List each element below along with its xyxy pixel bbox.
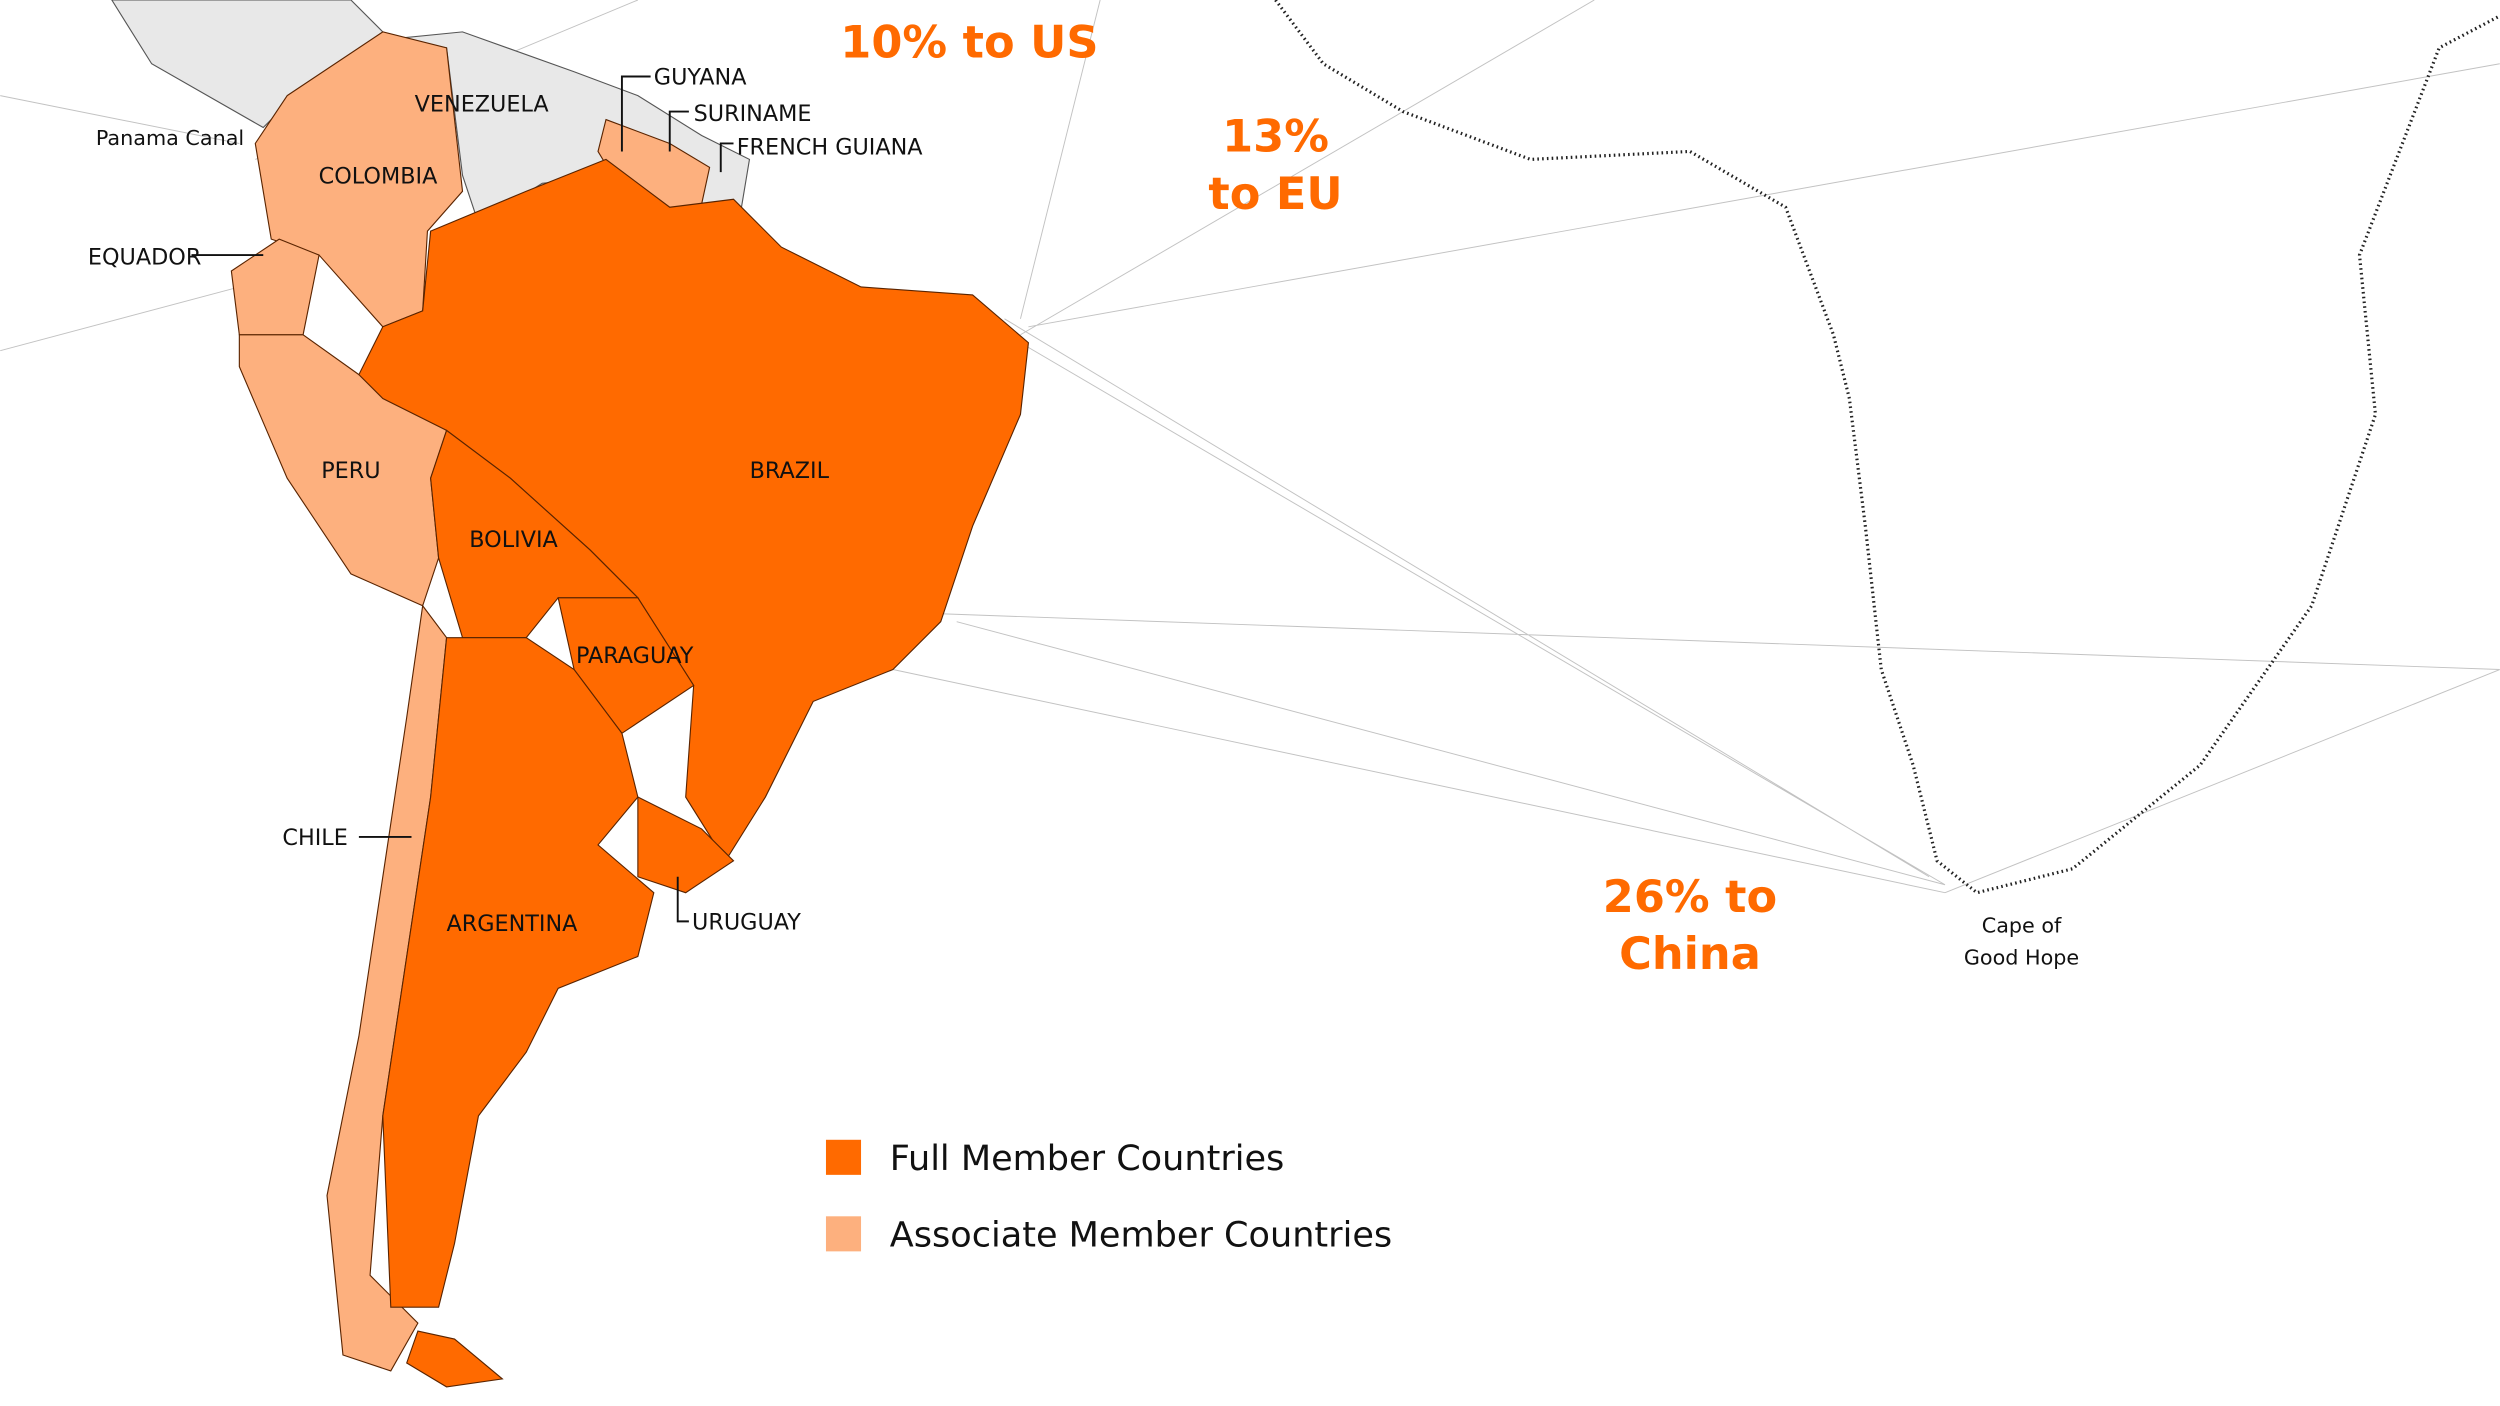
annotation: 13%: [1222, 110, 1329, 162]
country-label: GUYANA: [654, 64, 747, 90]
country-label: BRAZIL: [750, 458, 830, 484]
annotation: China: [1619, 928, 1761, 980]
legend-label: Full Member Countries: [890, 1138, 1285, 1179]
paraguay: [557, 597, 695, 735]
annotation: 10% to US: [840, 16, 1098, 68]
country-label: EQUADOR: [88, 245, 201, 271]
place-label: Panama Canal: [96, 126, 244, 150]
country-label: URUGUAY: [692, 909, 801, 935]
country-label: FRENCH GUIANA: [737, 135, 924, 161]
country-label: COLOMBIA: [319, 163, 438, 189]
uruguay: [637, 796, 735, 894]
argentina: [382, 637, 655, 1308]
legend-swatch: [825, 1139, 862, 1175]
legend-swatch: [825, 1216, 862, 1252]
legend-label: Associate Member Countries: [890, 1215, 1392, 1256]
bolivia: [430, 429, 640, 639]
place-label: Cape of: [1982, 914, 2062, 938]
country-label: BOLIVIA: [469, 527, 558, 553]
labels: VENEZUELA GUYANA SURINAME FRENCH GUIANA COLO…: [88, 16, 2079, 980]
country-label: ARGENTINA: [446, 911, 578, 937]
country-label: CHILE: [282, 825, 347, 851]
leaders: [191, 75, 734, 923]
brazil: [358, 158, 1030, 862]
africa-coast: [1274, 0, 2500, 895]
annotation: to EU: [1208, 168, 1342, 220]
annotation: 26% to: [1603, 871, 1777, 923]
equador: [230, 238, 320, 336]
tierra-del-fuego: [406, 1330, 504, 1388]
country-label: PARAGUAY: [576, 643, 694, 669]
country-label: PERU: [321, 458, 380, 484]
country-label: SURINAME: [694, 101, 812, 127]
legend: Full Member Countries Associate Member Co…: [825, 1138, 1392, 1256]
country-label: VENEZUELA: [415, 92, 550, 118]
place-label: Good Hope: [1964, 945, 2079, 969]
